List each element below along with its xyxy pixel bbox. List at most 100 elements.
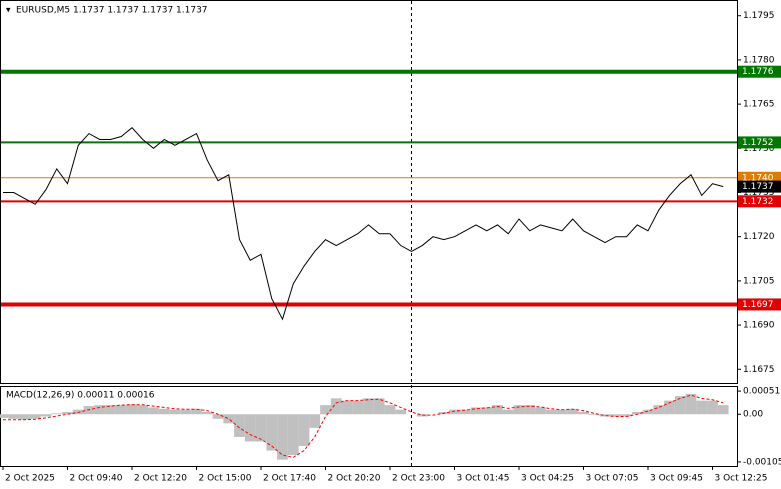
macd-bar — [459, 409, 471, 415]
macd-bar — [352, 400, 364, 415]
y-tick-label: 1.1780 — [743, 55, 775, 65]
x-tick-label: 2 Oct 20:20 — [328, 474, 381, 484]
macd-bar — [642, 409, 654, 415]
x-tick-label: 2 Oct 15:00 — [199, 474, 252, 484]
y-tick-label: 1.1750 — [743, 144, 775, 154]
level-label: 1.1697 — [742, 300, 774, 310]
x-tick-label: 2 Oct 09:40 — [70, 474, 123, 484]
y-tick-label: -0.00105 — [743, 457, 781, 467]
macd-bar — [201, 411, 213, 415]
macd-title: MACD(12,26,9) 0.00011 0.00016 — [6, 391, 155, 401]
macd-bar — [40, 414, 52, 417]
x-tick-label: 2 Oct 2025 — [5, 474, 55, 484]
macd-bar — [212, 414, 224, 419]
level-tag — [738, 65, 781, 78]
level-tag — [738, 195, 781, 208]
y-tick-label: 1.1690 — [743, 321, 775, 331]
macd-bar — [631, 411, 643, 415]
level-tag — [738, 136, 781, 149]
macd-bar — [395, 409, 407, 415]
macd-bar — [610, 414, 622, 417]
y-tick-label: 1.1705 — [743, 276, 775, 286]
macd-bar — [707, 400, 718, 415]
chart-title: EURUSD,M5 1.1737 1.1737 1.1737 1.1737 — [16, 6, 208, 16]
macd-bar — [502, 409, 514, 415]
last-price-tag — [738, 180, 781, 193]
macd-bar — [621, 414, 632, 417]
macd-bar — [223, 414, 235, 424]
macd-bar — [373, 398, 385, 415]
macd-bar — [685, 393, 697, 415]
chart-title: ▾ — [6, 6, 11, 16]
price-panel — [0, 0, 738, 384]
macd-bar — [664, 400, 675, 415]
macd-bar — [287, 414, 299, 456]
macd-bar — [567, 408, 579, 415]
price-line — [3, 126, 724, 321]
level-label: 1.1732 — [742, 197, 774, 207]
macd-bar — [653, 405, 665, 415]
macd-bar — [578, 411, 589, 415]
macd-bar — [363, 398, 374, 415]
macd-bar — [320, 405, 331, 415]
y-tick-label: 0.00051 — [743, 387, 780, 397]
macd-bar — [524, 405, 536, 415]
macd-bar — [470, 407, 482, 415]
y-tick-label: 0.00 — [743, 410, 763, 420]
x-tick-label: 3 Oct 01:45 — [457, 474, 510, 484]
macd-bar — [51, 413, 63, 415]
macd-bar — [105, 405, 116, 415]
macd-bar — [29, 414, 41, 419]
macd-bar — [234, 414, 245, 437]
macd-bar — [137, 405, 149, 415]
macd-bar — [449, 409, 460, 415]
macd-bar — [191, 408, 202, 415]
x-tick-label: 2 Oct 23:00 — [392, 474, 445, 484]
macd-bar — [309, 414, 321, 428]
macd-bar — [19, 414, 30, 420]
macd-bar — [0, 414, 9, 418]
macd-bar — [384, 405, 396, 415]
macd-bar — [115, 405, 127, 415]
macd-bar — [244, 414, 256, 442]
level-label: 1.1776 — [742, 67, 774, 77]
macd-bar — [330, 398, 342, 415]
macd-bar — [545, 409, 557, 415]
x-tick-label: 3 Oct 09:45 — [650, 474, 703, 484]
macd-bar — [266, 414, 278, 451]
level-tag — [738, 298, 781, 311]
y-tick-label: 1.1675 — [743, 365, 775, 375]
last-price-label: 1.1737 — [742, 182, 774, 192]
level-label: 1.1752 — [742, 138, 774, 148]
macd-bar — [169, 409, 181, 415]
macd-bar — [298, 414, 310, 447]
macd-bar — [717, 405, 729, 415]
x-tick-label: 2 Oct 12:20 — [134, 474, 187, 484]
macd-bar — [588, 414, 600, 416]
macd-bar — [255, 414, 267, 442]
macd-bar — [696, 400, 708, 415]
level-label: 1.1740 — [742, 173, 774, 183]
macd-bar — [416, 414, 428, 417]
y-tick-label: 1.1765 — [743, 100, 775, 110]
macd-bar — [94, 405, 106, 415]
y-tick-label: 1.1735 — [743, 188, 775, 198]
macd-bar — [148, 407, 159, 415]
y-tick-label: 1.1720 — [743, 232, 775, 242]
x-tick-label: 3 Oct 04:25 — [521, 474, 574, 484]
macd-bar — [180, 409, 192, 415]
macd-bar — [492, 405, 503, 415]
signal-line — [3, 394, 724, 458]
macd-bar — [674, 396, 686, 415]
macd-bar — [277, 414, 288, 460]
macd-bar — [158, 408, 170, 415]
macd-bar — [513, 405, 525, 415]
macd-bar — [535, 407, 546, 415]
macd-bar — [556, 409, 568, 415]
macd-bar — [8, 414, 20, 419]
macd-bar — [599, 414, 611, 417]
macd-bar — [126, 404, 138, 415]
macd-bar — [481, 407, 493, 415]
